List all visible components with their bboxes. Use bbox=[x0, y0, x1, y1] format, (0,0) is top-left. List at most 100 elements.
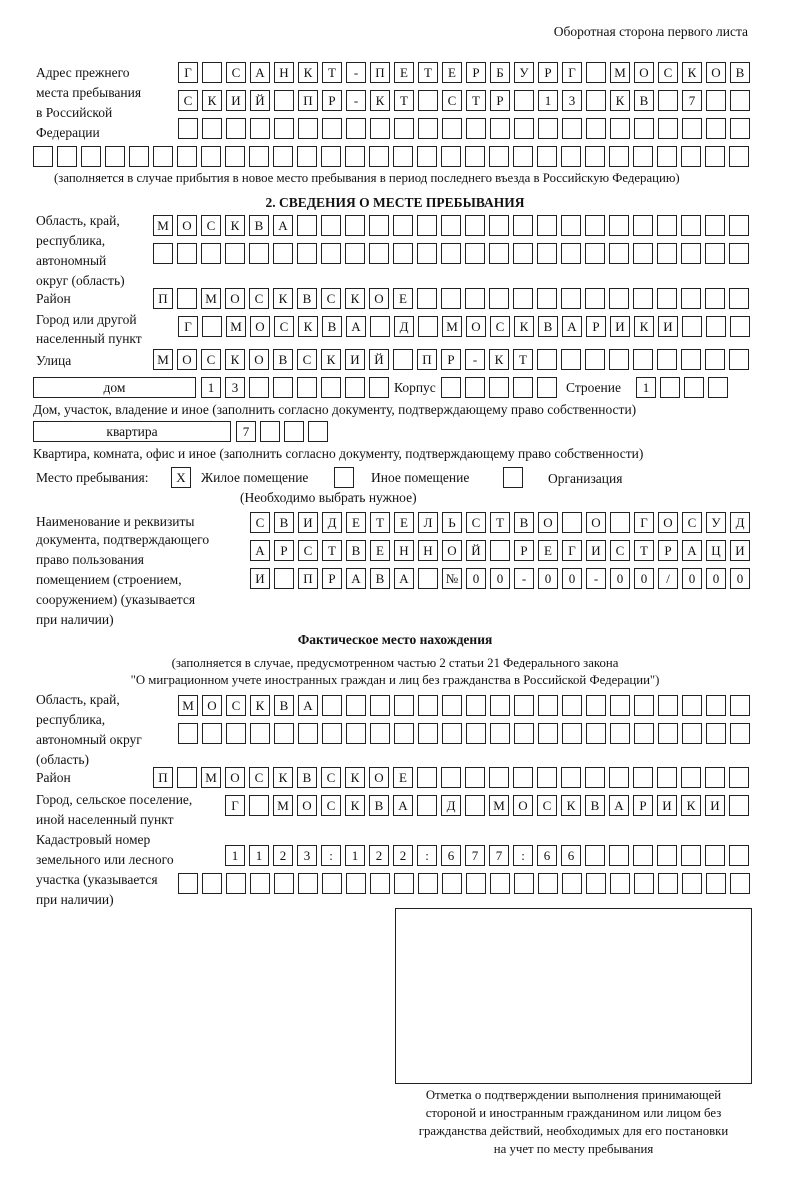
char-cell[interactable]: В bbox=[634, 90, 654, 111]
char-cell[interactable] bbox=[249, 243, 269, 264]
char-cell[interactable]: О bbox=[369, 288, 389, 309]
char-cell[interactable] bbox=[201, 243, 221, 264]
char-cell[interactable]: Р bbox=[633, 795, 653, 816]
char-cell[interactable] bbox=[609, 767, 629, 788]
char-cell[interactable]: 0 bbox=[610, 568, 630, 589]
char-cell[interactable]: 3 bbox=[562, 90, 582, 111]
char-cell[interactable]: 7 bbox=[465, 845, 485, 866]
char-cell[interactable] bbox=[441, 288, 461, 309]
char-cell[interactable]: А bbox=[298, 695, 318, 716]
char-cell[interactable] bbox=[633, 288, 653, 309]
char-cell[interactable]: 0 bbox=[538, 568, 558, 589]
char-cell[interactable]: С bbox=[226, 62, 246, 83]
char-cell[interactable] bbox=[418, 873, 438, 894]
char-cell[interactable]: П bbox=[370, 62, 390, 83]
char-cell[interactable] bbox=[513, 146, 533, 167]
char-cell[interactable] bbox=[633, 215, 653, 236]
char-cell[interactable] bbox=[273, 243, 293, 264]
char-cell[interactable] bbox=[393, 349, 413, 370]
char-cell[interactable]: К bbox=[321, 349, 341, 370]
doc-row-3[interactable]: И П Р А В А № 0 0-0 0-0 0/0 0 0 bbox=[250, 568, 754, 589]
char-cell[interactable]: М bbox=[442, 316, 462, 337]
char-cell[interactable]: У bbox=[706, 512, 726, 533]
char-cell[interactable]: К bbox=[298, 62, 318, 83]
char-cell[interactable] bbox=[177, 767, 197, 788]
char-cell[interactable]: Г bbox=[178, 62, 198, 83]
char-cell[interactable] bbox=[538, 723, 558, 744]
char-cell[interactable]: С bbox=[201, 215, 221, 236]
char-cell[interactable] bbox=[489, 288, 509, 309]
korpus-row[interactable] bbox=[441, 377, 561, 398]
char-cell[interactable]: В bbox=[585, 795, 605, 816]
char-cell[interactable]: 0 bbox=[466, 568, 486, 589]
char-cell[interactable] bbox=[465, 795, 485, 816]
char-cell[interactable] bbox=[465, 243, 485, 264]
char-cell[interactable] bbox=[178, 873, 198, 894]
char-cell[interactable]: Р bbox=[538, 62, 558, 83]
char-cell[interactable] bbox=[634, 118, 654, 139]
char-cell[interactable] bbox=[393, 215, 413, 236]
char-cell[interactable]: У bbox=[514, 62, 534, 83]
char-cell[interactable] bbox=[705, 146, 725, 167]
char-cell[interactable]: В bbox=[730, 62, 750, 83]
char-cell[interactable] bbox=[610, 118, 630, 139]
char-cell[interactable] bbox=[562, 118, 582, 139]
char-cell[interactable]: А bbox=[393, 795, 413, 816]
char-cell[interactable] bbox=[585, 215, 605, 236]
char-cell[interactable]: К bbox=[273, 288, 293, 309]
char-cell[interactable]: П bbox=[153, 288, 173, 309]
char-cell[interactable]: О bbox=[177, 349, 197, 370]
char-cell[interactable]: О bbox=[177, 215, 197, 236]
char-cell[interactable] bbox=[57, 146, 77, 167]
char-cell[interactable]: О bbox=[225, 767, 245, 788]
char-cell[interactable] bbox=[465, 215, 485, 236]
char-cell[interactable]: 0 bbox=[730, 568, 750, 589]
char-cell[interactable] bbox=[610, 512, 630, 533]
char-cell[interactable] bbox=[466, 873, 486, 894]
char-cell[interactable] bbox=[490, 723, 510, 744]
char-cell[interactable] bbox=[465, 377, 485, 398]
char-cell[interactable] bbox=[633, 243, 653, 264]
char-cell[interactable]: О bbox=[634, 62, 654, 83]
char-cell[interactable] bbox=[370, 118, 390, 139]
char-cell[interactable] bbox=[633, 349, 653, 370]
char-cell[interactable] bbox=[609, 288, 629, 309]
char-cell[interactable]: О bbox=[513, 795, 533, 816]
char-cell[interactable]: О bbox=[297, 795, 317, 816]
char-cell[interactable] bbox=[273, 146, 293, 167]
char-cell[interactable] bbox=[369, 243, 389, 264]
char-cell[interactable] bbox=[298, 118, 318, 139]
char-cell[interactable] bbox=[706, 873, 726, 894]
char-cell[interactable] bbox=[586, 695, 606, 716]
char-cell[interactable]: Н bbox=[394, 540, 414, 561]
char-cell[interactable] bbox=[706, 695, 726, 716]
char-cell[interactable]: В bbox=[274, 695, 294, 716]
char-cell[interactable] bbox=[345, 377, 365, 398]
char-cell[interactable] bbox=[658, 90, 678, 111]
char-cell[interactable] bbox=[489, 146, 509, 167]
char-cell[interactable] bbox=[226, 873, 246, 894]
char-cell[interactable] bbox=[417, 146, 437, 167]
char-cell[interactable] bbox=[346, 723, 366, 744]
char-cell[interactable]: Т bbox=[418, 62, 438, 83]
char-cell[interactable]: К bbox=[298, 316, 318, 337]
char-cell[interactable] bbox=[586, 90, 606, 111]
char-cell[interactable]: С bbox=[321, 767, 341, 788]
char-cell[interactable] bbox=[682, 723, 702, 744]
char-cell[interactable]: М bbox=[178, 695, 198, 716]
char-cell[interactable] bbox=[609, 845, 629, 866]
char-cell[interactable] bbox=[706, 316, 726, 337]
char-cell[interactable] bbox=[705, 243, 725, 264]
char-cell[interactable] bbox=[442, 873, 462, 894]
char-cell[interactable]: - bbox=[346, 62, 366, 83]
char-cell[interactable]: Р bbox=[441, 349, 461, 370]
char-cell[interactable] bbox=[250, 873, 270, 894]
char-cell[interactable] bbox=[585, 845, 605, 866]
char-cell[interactable] bbox=[490, 873, 510, 894]
char-cell[interactable]: А bbox=[346, 568, 366, 589]
char-cell[interactable]: В bbox=[274, 512, 294, 533]
char-cell[interactable]: Е bbox=[393, 767, 413, 788]
char-cell[interactable]: А bbox=[394, 568, 414, 589]
